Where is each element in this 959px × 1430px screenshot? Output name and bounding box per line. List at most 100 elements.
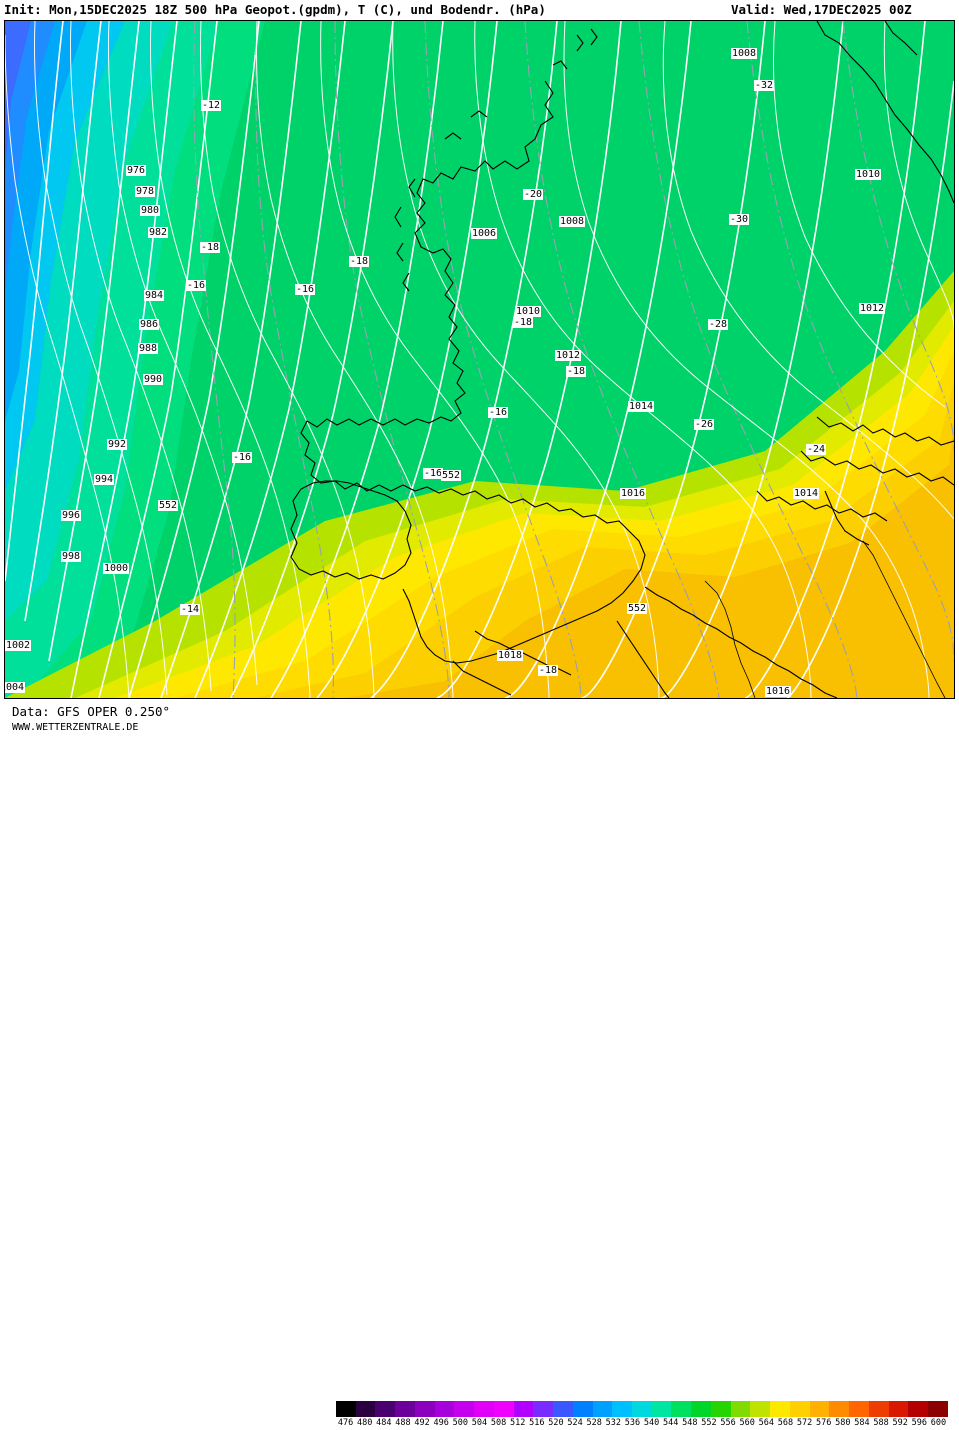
colorbar-swatch <box>908 1401 929 1417</box>
header-init-text: Init: Mon,15DEC2025 18Z 500 hPa Geopot.(… <box>4 2 546 17</box>
colorbar-swatch <box>888 1401 909 1417</box>
isobar-label: 990 <box>143 374 164 385</box>
isobar-label: 982 <box>148 227 169 238</box>
colorbar-tick: 516 <box>529 1418 545 1428</box>
colorbar-swatch <box>434 1401 455 1417</box>
colorbar-swatch <box>789 1401 810 1417</box>
isobar-label: 1008 <box>731 48 758 59</box>
colorbar-swatch <box>632 1401 652 1417</box>
colorbar-swatch <box>809 1401 830 1417</box>
temperature-label: -18 <box>513 317 534 328</box>
map-graphics <box>5 21 954 698</box>
temperature-label: -12 <box>201 100 222 111</box>
isobar-label: 978 <box>135 186 156 197</box>
colorbar-tick: 592 <box>892 1418 908 1428</box>
colorbar-swatch <box>671 1401 692 1417</box>
isobar-label: 1010 <box>515 306 542 317</box>
temperature-label: -32 <box>754 80 775 91</box>
colorbar-tick: 476 <box>337 1418 354 1428</box>
isobar-label: 1012 <box>555 350 582 361</box>
isobar-label: 1016 <box>620 488 647 499</box>
colorbar-swatch <box>454 1401 475 1417</box>
colorbar-swatch <box>770 1401 790 1417</box>
colorbar-tick: 596 <box>911 1418 927 1428</box>
colorbar-tick: 544 <box>663 1418 679 1428</box>
isobar-label: 988 <box>138 343 159 354</box>
temperature-label: -18 <box>566 366 587 377</box>
isobar-label: 1012 <box>859 303 886 314</box>
colorbar-swatch <box>730 1401 751 1417</box>
colorbar-swatch <box>395 1401 415 1417</box>
map-frame: 976 978 980 982 984 986 988 990 992 994 … <box>4 20 955 699</box>
isobar-label: 1006 <box>471 228 498 239</box>
colorbar-swatch <box>553 1401 573 1417</box>
isobar-label: 1002 <box>5 640 32 651</box>
temperature-label: -30 <box>729 214 750 225</box>
colorbar-tick: 556 <box>720 1418 736 1428</box>
temperature-label: -16 <box>186 280 207 291</box>
colorbar-tick: 552 <box>701 1418 717 1428</box>
colorbar-swatch <box>474 1401 494 1417</box>
isobar-label: 980 <box>140 205 161 216</box>
colorbar-swatch <box>829 1401 850 1417</box>
website-text: WWW.WETTERZENTRALE.DE <box>12 722 139 733</box>
height-label: 552 <box>627 603 648 614</box>
isobar-label: 1000 <box>103 563 130 574</box>
map-header: Init: Mon,15DEC2025 18Z 500 hPa Geopot.(… <box>0 0 959 20</box>
colorbar-tick: 536 <box>624 1418 641 1428</box>
colorbar-tick: 540 <box>643 1418 660 1428</box>
temperature-label: -18 <box>349 256 370 267</box>
colorbar-tick: 588 <box>873 1418 889 1428</box>
colorbar-swatch <box>849 1401 869 1417</box>
isobar-label: 1004 <box>5 682 26 693</box>
isobar-label: 1016 <box>765 686 792 697</box>
colorbar-swatch <box>651 1401 672 1417</box>
temperature-label: -16 <box>488 407 509 418</box>
data-source-text: Data: GFS OPER 0.250° <box>12 704 171 719</box>
colorbar-swatch <box>572 1401 593 1417</box>
colorbar-swatch <box>336 1401 356 1417</box>
isobar-label: 1018 <box>497 650 524 661</box>
temperature-label: -18 <box>200 242 221 253</box>
isobar-label: 1008 <box>559 216 586 227</box>
isobar-label: 986 <box>139 319 160 330</box>
temperature-label: -16 <box>423 468 444 479</box>
isobar-label: 992 <box>107 439 128 450</box>
isobar-label: 998 <box>61 551 82 562</box>
colorbar-swatch <box>710 1401 731 1417</box>
isobar-label: 1014 <box>793 488 820 499</box>
colorbar-tick: 576 <box>816 1418 832 1428</box>
colorbar-tick: 500 <box>452 1418 468 1428</box>
temperature-label: -14 <box>180 604 201 615</box>
temperature-label: -18 <box>538 665 559 676</box>
colorbar-tick: 480 <box>357 1418 373 1428</box>
colorbar-tick: 524 <box>567 1418 583 1428</box>
colorbar-tick: 584 <box>854 1418 870 1428</box>
colorbar <box>336 1401 948 1417</box>
colorbar-swatch <box>691 1401 711 1417</box>
colorbar-tick: 560 <box>739 1418 755 1428</box>
temperature-label: -24 <box>806 444 827 455</box>
colorbar-swatch <box>355 1401 376 1417</box>
height-label: 552 <box>158 500 179 511</box>
colorbar-ticklabels: 476 480 484 488 492 496 500 504 508 512 516 520 524 5… <box>336 1418 952 1430</box>
colorbar-tick: 528 <box>586 1418 602 1428</box>
colorbar-swatch <box>928 1401 948 1417</box>
colorbar-swatch <box>533 1401 554 1417</box>
colorbar-swatch <box>868 1401 889 1417</box>
colorbar-tick: 548 <box>682 1418 698 1428</box>
colorbar-tick: 508 <box>490 1418 507 1428</box>
isobar-label: 976 <box>126 165 147 176</box>
isobar-label: 996 <box>61 510 82 521</box>
colorbar-tick: 600 <box>930 1418 947 1428</box>
temperature-label: -16 <box>295 284 316 295</box>
temperature-label: -16 <box>232 452 253 463</box>
colorbar-swatch <box>612 1401 633 1417</box>
colorbar-tick: 580 <box>835 1418 851 1428</box>
colorbar-swatch <box>513 1401 534 1417</box>
colorbar-tick: 484 <box>376 1418 392 1428</box>
isobar-label: 1014 <box>628 401 655 412</box>
map-footer: Data: GFS OPER 0.250° WWW.WETTERZENTRALE… <box>0 700 959 1428</box>
colorbar-tick: 492 <box>414 1418 430 1428</box>
